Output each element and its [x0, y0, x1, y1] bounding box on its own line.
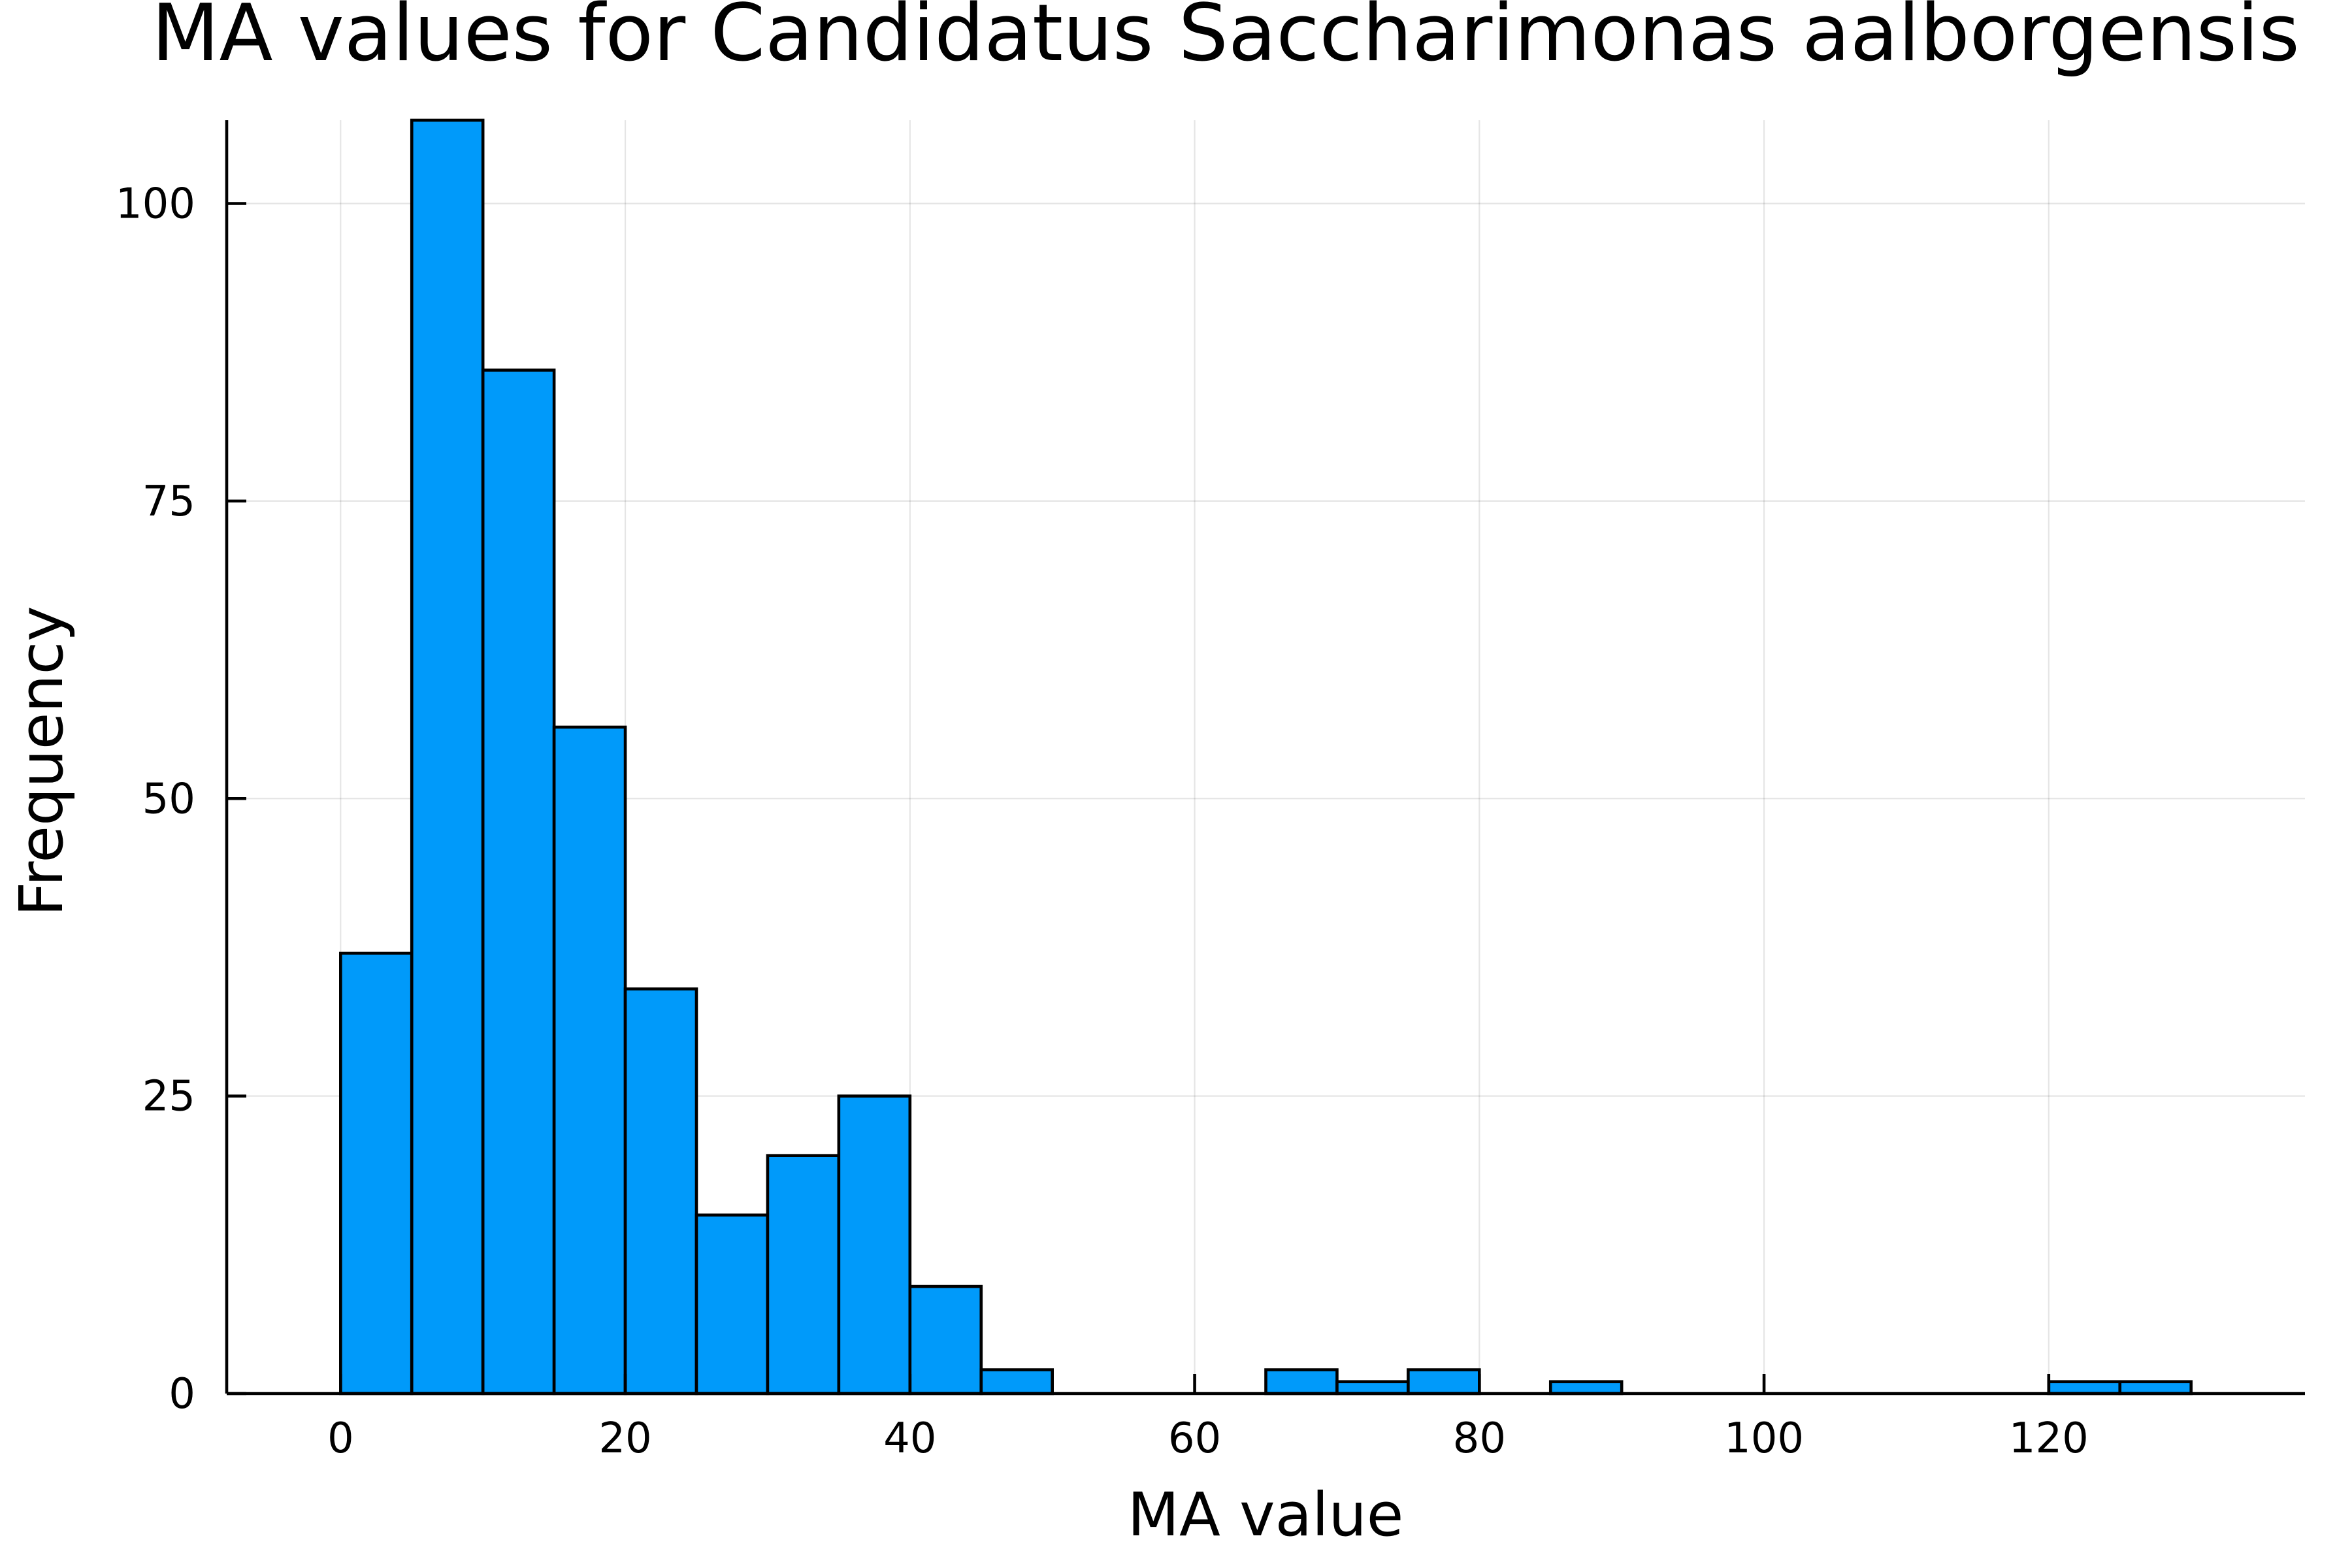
histogram-bar	[1264, 1368, 1339, 1396]
histogram-bar	[1407, 1368, 1481, 1396]
histogram-bar	[766, 1154, 841, 1396]
axes	[225, 120, 2305, 1396]
y-tick-label: 100	[116, 180, 195, 229]
histogram-bar	[339, 951, 414, 1396]
histogram-bar	[410, 118, 485, 1396]
histogram-bar	[481, 368, 556, 1396]
x-axis-label: MA value	[1128, 1480, 1404, 1550]
histogram-bar	[552, 725, 627, 1396]
y-tick-label: 0	[169, 1370, 195, 1418]
y-tick-label: 75	[142, 478, 195, 526]
tick-labels: 0 20 40 60 80 100 120 0 25 50 75 100	[116, 180, 2089, 1463]
chart-title: MA values for Candidatus Saccharimonas a…	[152, 0, 2300, 79]
y-tick-label: 50	[142, 775, 195, 823]
x-tick-label: 40	[883, 1414, 936, 1463]
y-tick-label: 25	[142, 1073, 195, 1121]
y-axis-label: Frequency	[7, 606, 76, 916]
histogram-bar	[1335, 1380, 1410, 1396]
histogram-bar	[694, 1213, 770, 1396]
x-tick-label: 80	[1453, 1414, 1506, 1463]
histogram-bar	[2118, 1380, 2193, 1396]
histogram-bars	[339, 118, 2193, 1396]
x-tick-label: 0	[327, 1414, 354, 1463]
x-tick-label: 120	[2009, 1414, 2089, 1463]
x-tick-label: 60	[1168, 1414, 1221, 1463]
histogram-bar	[1548, 1380, 1624, 1396]
histogram-bar	[2047, 1380, 2122, 1396]
x-tick-label: 20	[598, 1414, 651, 1463]
histogram-bar	[623, 987, 698, 1396]
histogram-bar	[837, 1094, 912, 1396]
histogram-bar	[979, 1368, 1054, 1396]
histogram-bar	[908, 1284, 983, 1396]
x-tick-label: 100	[1724, 1414, 1804, 1463]
